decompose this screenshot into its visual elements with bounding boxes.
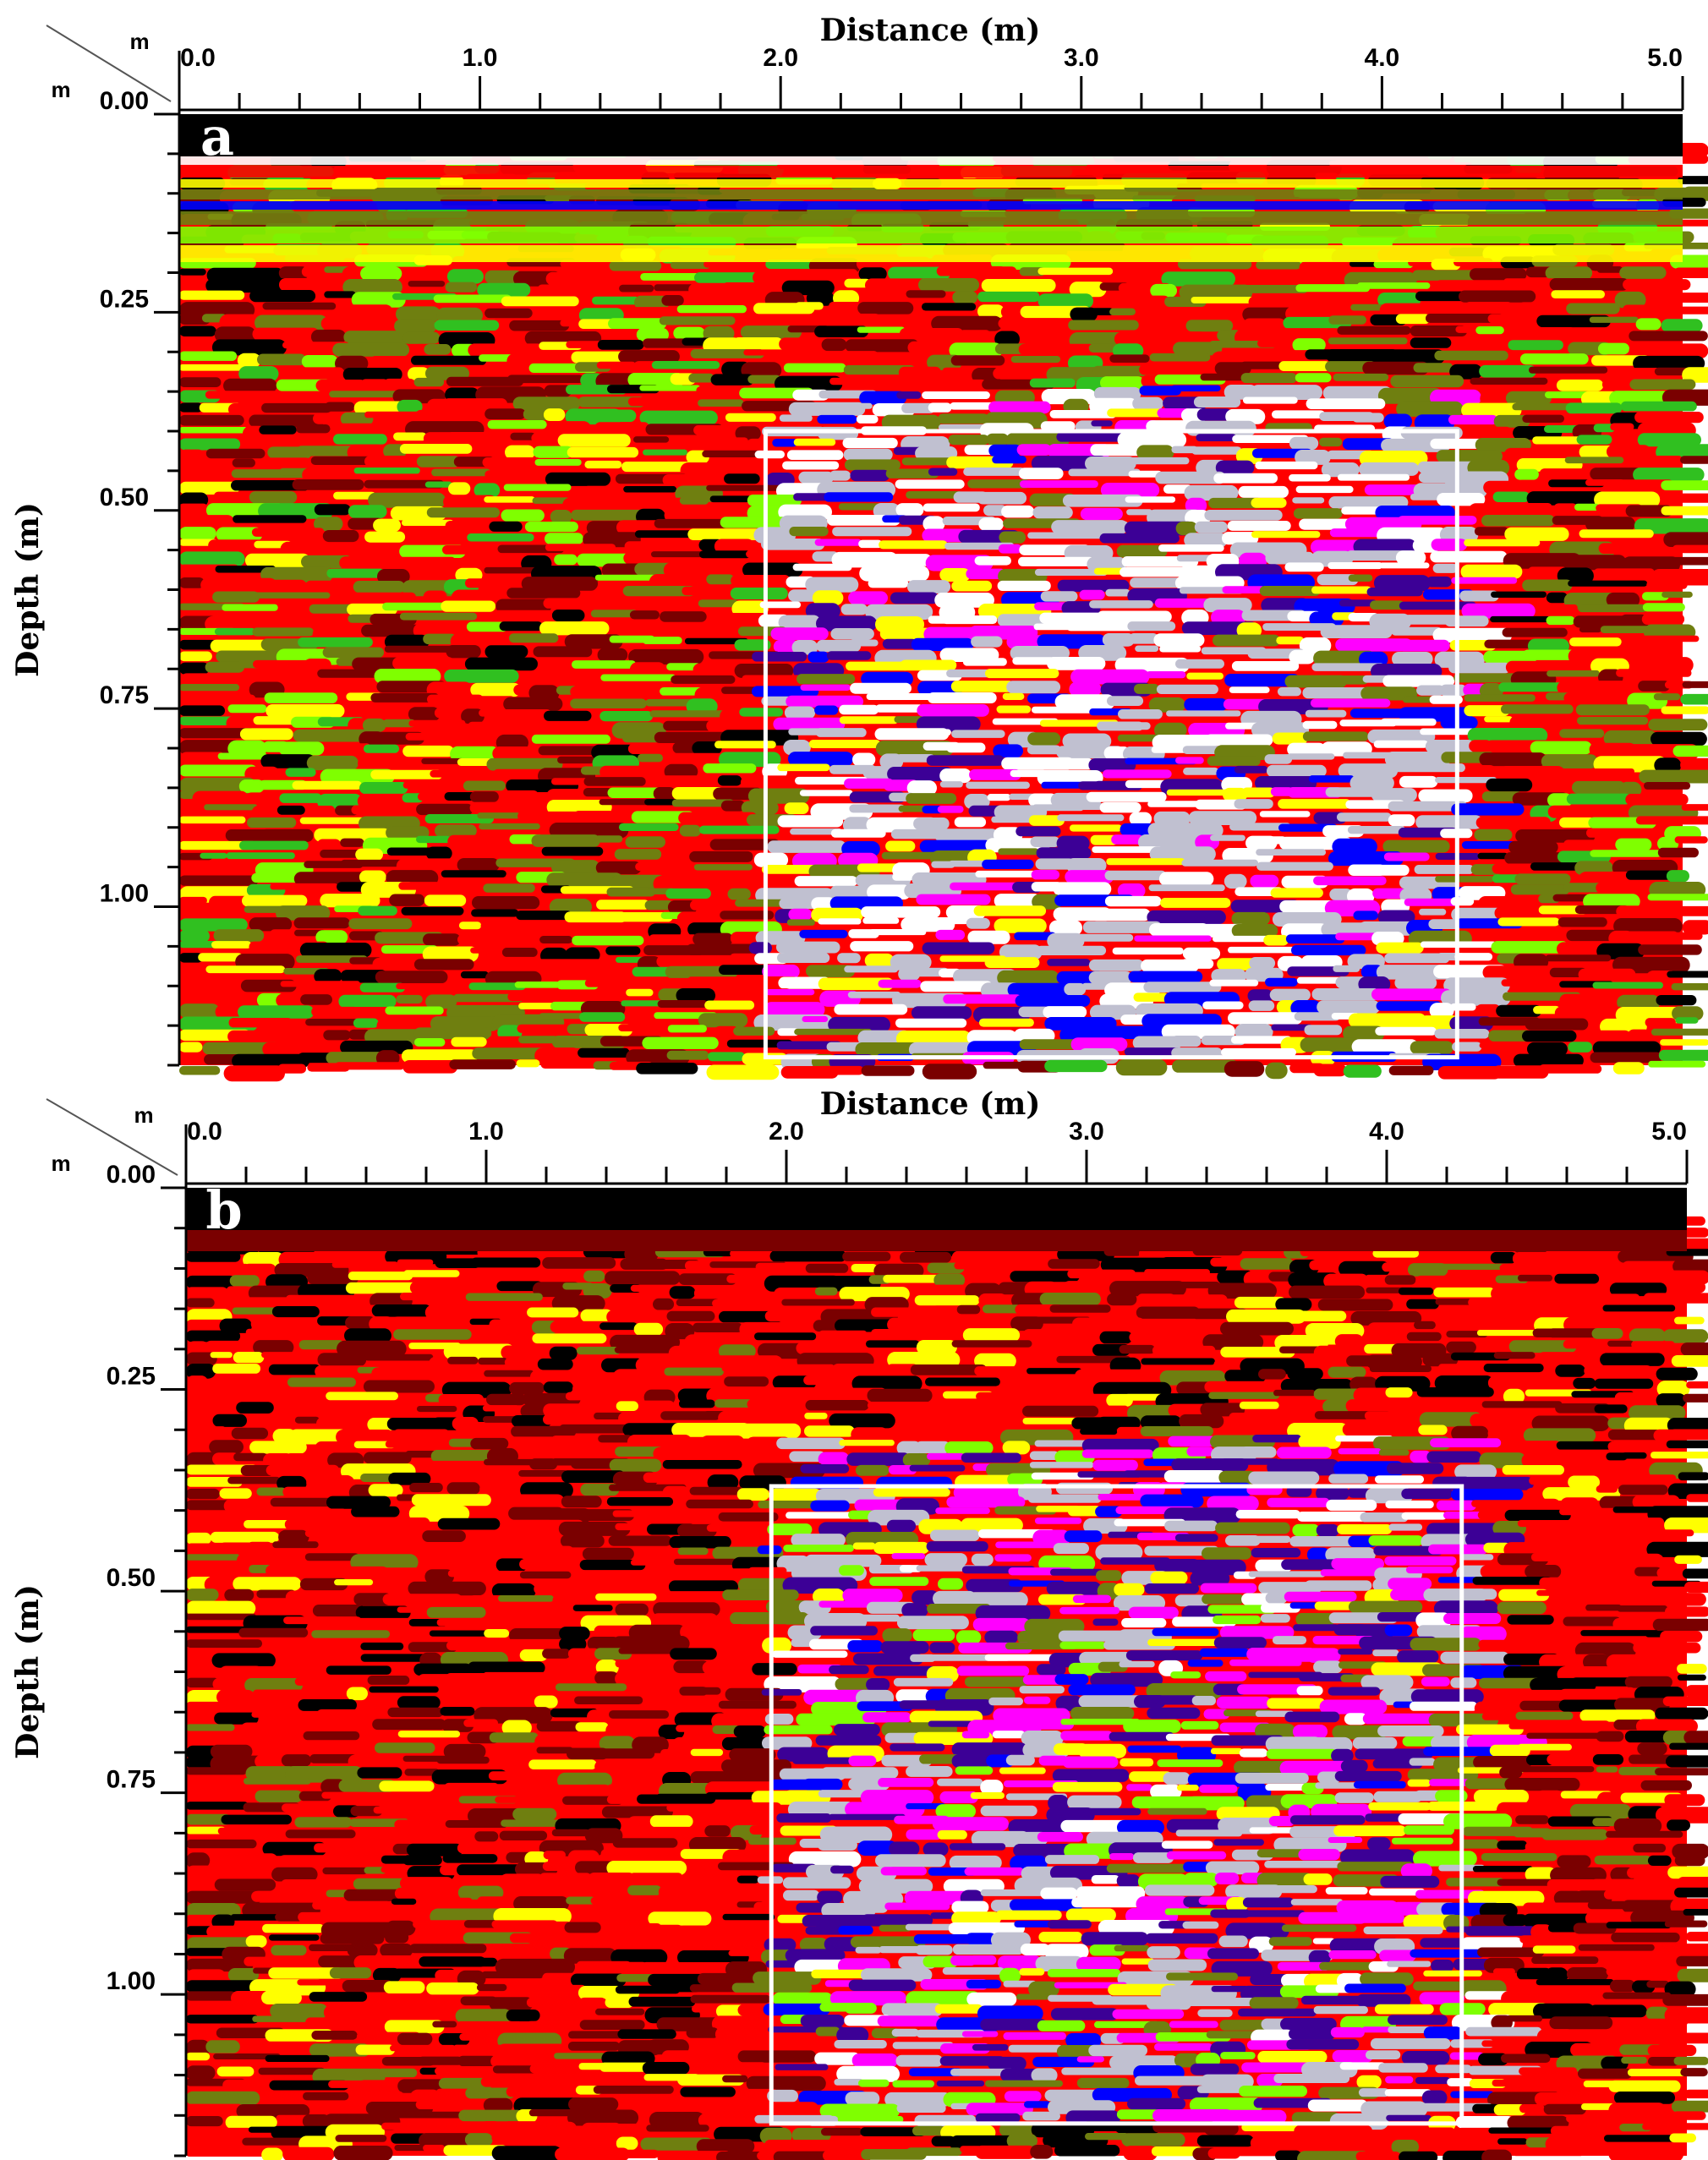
y-tick-label: 0.25 (107, 1363, 156, 1391)
y-tick-label: 1.00 (100, 880, 149, 908)
y-tick-label: 1.00 (107, 1967, 156, 1995)
x-tick-label: 5.0 (1647, 44, 1683, 72)
y-unit-label: m (51, 77, 70, 102)
y-tick-label: 0.75 (100, 681, 149, 709)
x-tick-label: 5.0 (1651, 1118, 1687, 1146)
x-tick-label: 1.0 (463, 44, 498, 72)
y-tick-label: 0.50 (107, 1564, 156, 1592)
x-tick-label: 4.0 (1369, 1118, 1404, 1146)
x-tick-label: 3.0 (1064, 44, 1099, 72)
x-unit-label: m (134, 1102, 153, 1128)
panel-b: m m 0.0 1.0 2.0 3.0 4.0 5.0 0.00 0.25 0.50 0.75 1.00… (10, 1086, 1708, 2160)
x-tick-label: 2.0 (763, 44, 798, 72)
x-tick-label: 0.0 (180, 44, 216, 72)
panel-a: m m 0.0 1.0 2.0 3.0 4.0 5.0 0.00 0.25 0.50 0.75 1.00… (10, 13, 1708, 1082)
x-unit-label: m (129, 29, 149, 54)
corner-diagonal (46, 25, 172, 102)
corner-diagonal (46, 1098, 178, 1176)
y-tick-label: 0.25 (100, 285, 149, 313)
radargram-image (186, 1188, 1708, 2160)
x-tick-label: 1.0 (468, 1118, 504, 1146)
y-tick-label: 0.00 (100, 87, 149, 115)
panel-label: a (200, 106, 234, 167)
x-tick-label: 2.0 (769, 1118, 804, 1146)
y-tick-label: 0.75 (107, 1766, 156, 1794)
axes: m m 0.0 1.0 2.0 3.0 4.0 5.0 0.00 0.25 0.50 0.75 1.00… (10, 13, 1684, 1067)
y-tick-label: 0.00 (107, 1161, 156, 1189)
y-axis-title: Depth (m) (10, 1584, 46, 1759)
axes: m m 0.0 1.0 2.0 3.0 4.0 5.0 0.00 0.25 0.50 0.75 1.00… (10, 1086, 1689, 2157)
x-axis-title: Distance (m) (820, 13, 1041, 48)
y-unit-label: m (51, 1151, 70, 1176)
highlight-box (763, 429, 1459, 1060)
x-tick-label: 3.0 (1069, 1118, 1104, 1146)
y-tick-label: 0.50 (100, 484, 149, 511)
panel-label: b (205, 1179, 242, 1241)
x-axis-title: Distance (m) (820, 1086, 1041, 1122)
y-axis-title: Depth (m) (10, 502, 46, 677)
x-tick-label: 0.0 (187, 1118, 222, 1146)
highlight-box (769, 1484, 1464, 2126)
x-tick-label: 4.0 (1365, 44, 1400, 72)
radargram-image (179, 114, 1708, 1082)
